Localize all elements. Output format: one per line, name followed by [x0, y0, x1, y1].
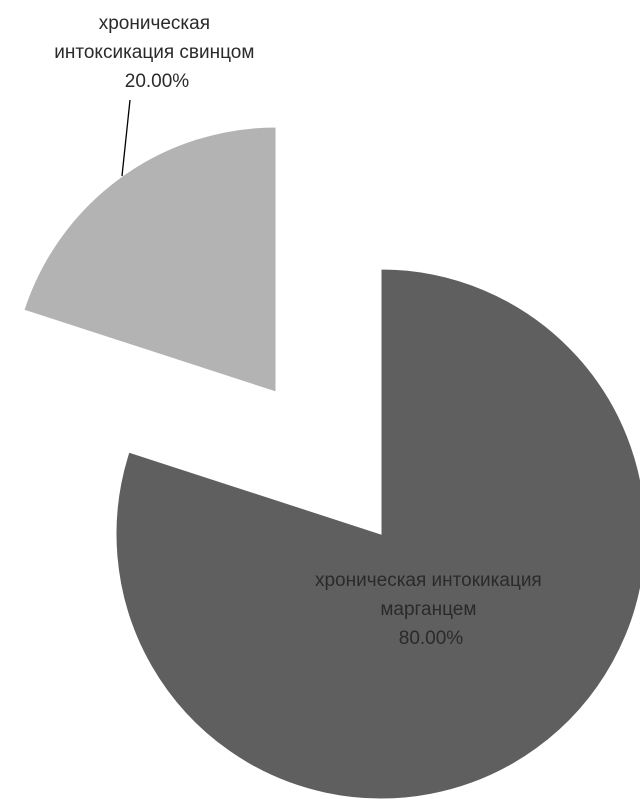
- label-lead-line-2: интоксикация свинцом: [54, 42, 254, 63]
- label-manganese-line-2: марганцем: [380, 599, 476, 620]
- label-manganese-percent: 80.00%: [399, 628, 464, 649]
- leader-line-lead: [121, 99, 131, 177]
- label-lead: хроническая интоксикация свинцом 20.00%: [54, 13, 259, 92]
- pie-slice-lead: [23, 126, 277, 393]
- label-lead-percent: 20.00%: [125, 71, 190, 92]
- pie-slice-manganese: [115, 268, 640, 799]
- label-manganese: хроническая интокикация марганцем 80.00%: [315, 570, 547, 649]
- label-manganese-line-1: хроническая интокикация: [315, 570, 542, 591]
- label-lead-line-1: хроническая: [99, 13, 210, 34]
